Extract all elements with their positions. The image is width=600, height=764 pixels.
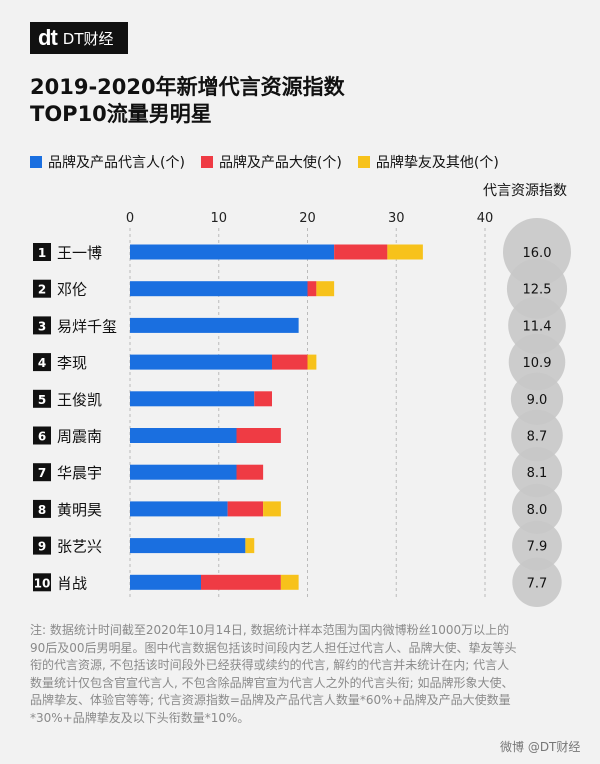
index-circle bbox=[510, 372, 564, 425]
bar-segment-friend bbox=[387, 244, 423, 260]
rank-label: 5 bbox=[38, 393, 46, 407]
logo-mark: dt bbox=[38, 25, 58, 50]
rank-label: 1 bbox=[38, 246, 46, 260]
x-tick-label: 40 bbox=[477, 211, 494, 226]
index-value-label: 9.0 bbox=[527, 393, 548, 408]
rank-label: 10 bbox=[34, 576, 51, 590]
bar-segment-ambassador bbox=[254, 391, 272, 407]
rank-box bbox=[33, 499, 51, 518]
bar-segment-friend bbox=[307, 354, 317, 370]
category-label: 张艺兴 bbox=[57, 538, 102, 556]
legend-label: 品牌及产品大使(个) bbox=[218, 155, 342, 171]
bar-segment-friend bbox=[280, 574, 299, 590]
bar-segment-ambassador bbox=[307, 281, 317, 297]
index-value-label: 10.9 bbox=[523, 356, 552, 371]
bar-segment-spokesperson bbox=[130, 574, 201, 590]
rank-box bbox=[33, 389, 51, 408]
bar-segment-spokesperson bbox=[130, 244, 335, 260]
category-label: 易烊千玺 bbox=[57, 317, 117, 335]
rank-box bbox=[33, 316, 51, 335]
bar-segment-ambassador bbox=[236, 428, 281, 443]
legend-item-friend: 品牌挚友及其他(个) bbox=[357, 152, 499, 172]
index-circle bbox=[511, 409, 563, 462]
bar-segment-friend bbox=[316, 281, 335, 297]
bar-segment-spokesperson bbox=[130, 501, 228, 517]
x-tick-label: 0 bbox=[126, 211, 134, 226]
rank-box bbox=[33, 353, 51, 372]
index-value-label: 8.1 bbox=[527, 466, 548, 481]
legend-swatch-red bbox=[200, 156, 213, 168]
bar-segment-ambassador bbox=[227, 501, 264, 517]
rank-label: 9 bbox=[38, 540, 46, 554]
brand-logo: dt DT财经 bbox=[30, 22, 128, 54]
index-circle bbox=[512, 557, 562, 607]
category-label: 王一博 bbox=[57, 244, 102, 262]
bar-segment-ambassador bbox=[272, 354, 308, 370]
logo-text: DT财经 bbox=[62, 29, 114, 48]
bar-segment-friend bbox=[263, 501, 281, 517]
rank-label: 7 bbox=[38, 466, 46, 480]
legend-label: 品牌及产品代言人(个) bbox=[48, 155, 185, 171]
rank-label: 8 bbox=[38, 503, 46, 517]
index-value-label: 12.5 bbox=[523, 283, 552, 298]
index-column-header: 代言资源指数 bbox=[483, 183, 567, 199]
x-tick-label: 10 bbox=[210, 211, 227, 226]
x-tick-label: 20 bbox=[299, 211, 316, 226]
legend-swatch-yellow bbox=[357, 156, 370, 168]
rank-box bbox=[33, 243, 51, 261]
bar-segment-spokesperson bbox=[130, 391, 255, 407]
category-label: 肖战 bbox=[57, 574, 87, 592]
rank-box bbox=[33, 536, 51, 555]
category-label: 王俊凯 bbox=[57, 391, 102, 409]
rank-box bbox=[33, 573, 51, 592]
category-label: 周震南 bbox=[57, 428, 102, 446]
rank-label: 3 bbox=[38, 319, 46, 333]
index-value-label: 7.7 bbox=[527, 576, 548, 591]
index-value-label: 11.4 bbox=[523, 319, 552, 334]
rank-box bbox=[33, 463, 51, 482]
bar-segment-spokesperson bbox=[130, 538, 246, 554]
category-label: 邓伦 bbox=[57, 281, 87, 299]
index-circle bbox=[508, 333, 566, 391]
index-value-label: 8.0 bbox=[527, 503, 548, 518]
title-line-2: TOP10流量男明星 bbox=[30, 102, 212, 126]
index-value-label: 8.7 bbox=[527, 430, 548, 445]
x-tick-label: 30 bbox=[388, 211, 405, 226]
rank-label: 6 bbox=[38, 430, 46, 444]
category-label: 华晨宇 bbox=[57, 464, 102, 482]
footnote: 注: 数据统计时间截至2020年10月14日, 数据统计样本范围为国内微博粉丝1… bbox=[30, 623, 517, 725]
index-circle bbox=[512, 520, 562, 571]
bar-segment-ambassador bbox=[201, 574, 281, 590]
index-circle bbox=[511, 447, 563, 498]
category-label: 黄明昊 bbox=[57, 501, 102, 519]
rank-box bbox=[33, 426, 51, 445]
index-circle bbox=[512, 483, 562, 534]
bar-segment-spokesperson bbox=[130, 464, 237, 480]
bar-segment-ambassador bbox=[334, 244, 388, 260]
category-label: 李现 bbox=[57, 354, 87, 372]
bar-segment-friend bbox=[245, 538, 255, 554]
bar-segment-spokesperson bbox=[130, 317, 299, 333]
chart-title: 2019-2020年新增代言资源指数 TOP10流量男明星 bbox=[30, 74, 345, 128]
bar-segment-spokesperson bbox=[130, 354, 272, 370]
legend-swatch-blue bbox=[30, 156, 42, 168]
watermark-credit: 微博 @DT财经 bbox=[500, 740, 581, 754]
legend-label: 品牌挚友及其他(个) bbox=[375, 155, 499, 171]
rank-label: 4 bbox=[38, 356, 46, 370]
index-value-label: 16.0 bbox=[523, 246, 552, 261]
legend-item-spokesperson: 品牌及产品代言人(个) bbox=[30, 152, 185, 172]
legend-item-ambassador: 品牌及产品大使(个) bbox=[200, 152, 342, 172]
bar-segment-ambassador bbox=[236, 464, 264, 480]
bar-segment-spokesperson bbox=[130, 281, 308, 297]
rank-box bbox=[33, 279, 51, 298]
index-value-label: 7.9 bbox=[527, 540, 548, 555]
bar-segment-spokesperson bbox=[130, 428, 237, 443]
legend: 品牌及产品代言人(个) 品牌及产品大使(个) 品牌挚友及其他(个) bbox=[30, 152, 515, 172]
rank-label: 2 bbox=[38, 283, 46, 297]
title-line-1: 2019-2020年新增代言资源指数 bbox=[30, 75, 345, 99]
